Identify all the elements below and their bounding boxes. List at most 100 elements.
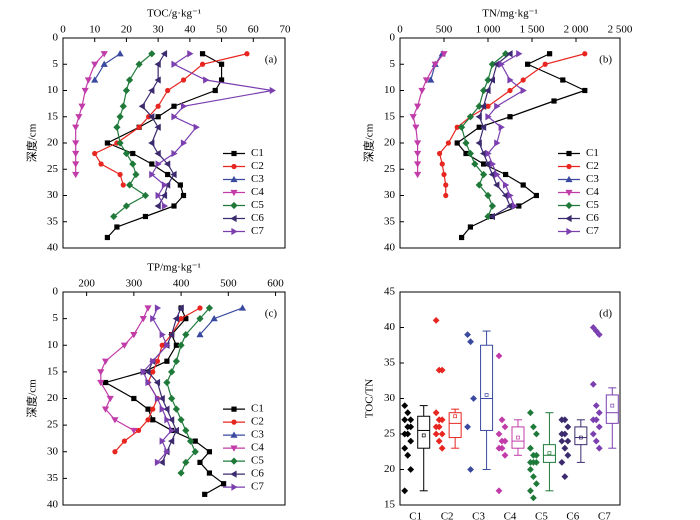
- data-point: [561, 473, 569, 480]
- data-point: [582, 51, 588, 57]
- y-axis-label: 深度/cm: [25, 379, 39, 418]
- data-point: [409, 114, 417, 121]
- y-tick-label: 30: [384, 189, 396, 201]
- data-point: [160, 50, 168, 58]
- data-point: [493, 181, 500, 189]
- legend-label: C7: [586, 225, 599, 237]
- x-tick-label: C6: [566, 511, 579, 520]
- x-tick-label: C1: [409, 511, 422, 520]
- data-point: [170, 170, 177, 179]
- data-point: [150, 417, 156, 423]
- data-point: [171, 203, 177, 209]
- data-point: [126, 181, 134, 189]
- data-point: [484, 76, 492, 84]
- legend-label: C1: [586, 147, 599, 159]
- x-axis-title: TN/mg·kg⁻¹: [482, 8, 538, 20]
- y-tick-label: 25: [47, 163, 59, 175]
- x-tick-label: 300: [126, 278, 143, 290]
- data-point: [155, 160, 162, 168]
- data-point: [75, 114, 83, 121]
- data-point: [218, 77, 225, 83]
- data-point: [72, 124, 80, 131]
- data-point: [595, 444, 603, 452]
- data-point: [192, 438, 198, 444]
- legend-marker: [230, 457, 238, 465]
- data-point: [488, 202, 496, 210]
- legend-marker: [231, 406, 237, 412]
- data-point: [129, 160, 137, 168]
- data-point: [117, 171, 123, 178]
- y-tick-label: 0: [53, 286, 59, 298]
- data-point: [180, 77, 187, 83]
- data-point: [498, 60, 505, 68]
- data-point: [480, 170, 488, 179]
- data-point: [592, 416, 600, 424]
- data-point: [558, 459, 566, 466]
- y-tick-label: 25: [384, 163, 396, 175]
- data-point: [530, 494, 537, 502]
- data-point: [511, 202, 518, 210]
- data-point: [145, 406, 151, 412]
- data-point: [199, 51, 206, 57]
- data-point: [494, 139, 501, 147]
- data-point: [480, 86, 488, 95]
- data-point: [404, 430, 412, 438]
- data-point: [122, 86, 131, 95]
- data-point: [168, 331, 175, 339]
- data-point: [495, 487, 503, 495]
- data-point: [182, 426, 190, 435]
- data-point: [163, 405, 170, 413]
- data-point: [161, 181, 169, 189]
- data-point: [561, 430, 569, 438]
- data-point: [165, 87, 171, 94]
- data-point: [443, 192, 449, 199]
- data-point: [560, 77, 566, 83]
- data-point: [159, 405, 166, 413]
- data-point: [464, 331, 471, 338]
- y-tick-label: 45: [384, 286, 396, 298]
- data-point: [182, 458, 190, 466]
- legend-marker: [230, 431, 238, 438]
- data-point: [164, 358, 170, 364]
- data-point: [592, 402, 600, 409]
- data-point: [202, 491, 208, 497]
- x-tick-label: 200: [78, 278, 95, 290]
- legend-marker: [231, 419, 237, 425]
- data-point: [178, 316, 184, 322]
- data-point: [437, 150, 443, 157]
- data-point: [220, 481, 227, 487]
- data-point: [464, 423, 471, 431]
- data-point: [132, 170, 140, 179]
- data-point: [480, 149, 487, 158]
- data-point: [414, 150, 422, 158]
- data-point: [171, 113, 178, 121]
- data-point: [533, 480, 540, 488]
- data-point: [180, 102, 188, 110]
- y-tick-label: 5: [53, 58, 59, 70]
- y-tick-label: 10: [384, 84, 396, 96]
- legend-label: C1: [251, 147, 264, 159]
- legend-label: C7: [251, 481, 264, 493]
- x-tick-label: 400: [173, 278, 190, 290]
- x-tick-label: 30: [153, 24, 165, 36]
- data-point: [168, 368, 176, 376]
- x-tick-label: 2 000: [564, 24, 589, 36]
- data-point: [503, 171, 509, 178]
- data-point: [269, 86, 276, 95]
- data-point: [161, 202, 169, 210]
- x-axis-title: TP/mg·kg⁻¹: [147, 262, 201, 274]
- legend-label: C6: [251, 468, 264, 480]
- data-point: [488, 76, 495, 84]
- data-point: [595, 409, 603, 417]
- data-point: [407, 423, 415, 431]
- data-point: [104, 140, 110, 146]
- series-line: [113, 53, 153, 217]
- data-point: [150, 357, 157, 365]
- data-point: [130, 332, 138, 339]
- data-point: [72, 140, 80, 147]
- data-point: [72, 161, 80, 168]
- data-point: [131, 395, 137, 402]
- data-point: [506, 50, 513, 58]
- data-point: [507, 76, 514, 84]
- data-point: [502, 191, 509, 200]
